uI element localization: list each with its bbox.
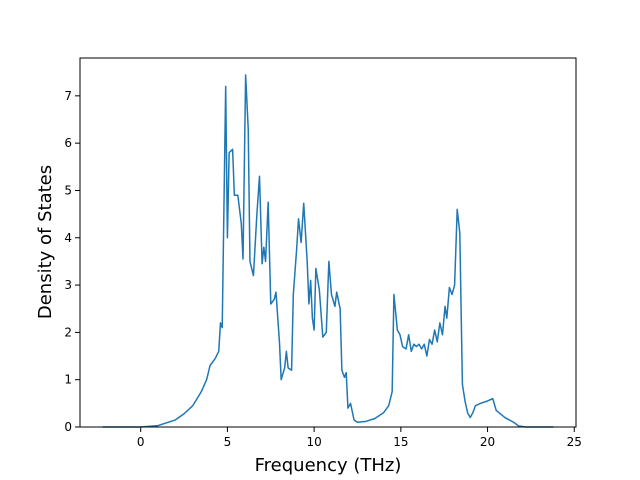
y-tick-label: 6 [64, 136, 72, 150]
y-tick-label: 0 [64, 420, 72, 434]
x-axis-label: Frequency (THz) [255, 455, 402, 476]
x-tick-label: 15 [393, 435, 408, 449]
plot-frame [79, 57, 577, 428]
y-axis-label: Density of States [35, 165, 56, 319]
y-tick-label: 7 [64, 89, 72, 103]
y-tick-label: 4 [64, 231, 72, 245]
y-tick-label: 5 [64, 183, 72, 197]
x-tick-label: 5 [224, 435, 232, 449]
x-tick-label: 0 [137, 435, 145, 449]
dos-line [102, 74, 554, 428]
y-tick-label: 3 [64, 278, 72, 292]
x-tick-label: 10 [306, 435, 321, 449]
x-tick-label: 25 [567, 435, 582, 449]
y-tick-label: 1 [64, 373, 72, 387]
x-tick-label: 20 [480, 435, 495, 449]
y-tick-label: 2 [64, 325, 72, 339]
